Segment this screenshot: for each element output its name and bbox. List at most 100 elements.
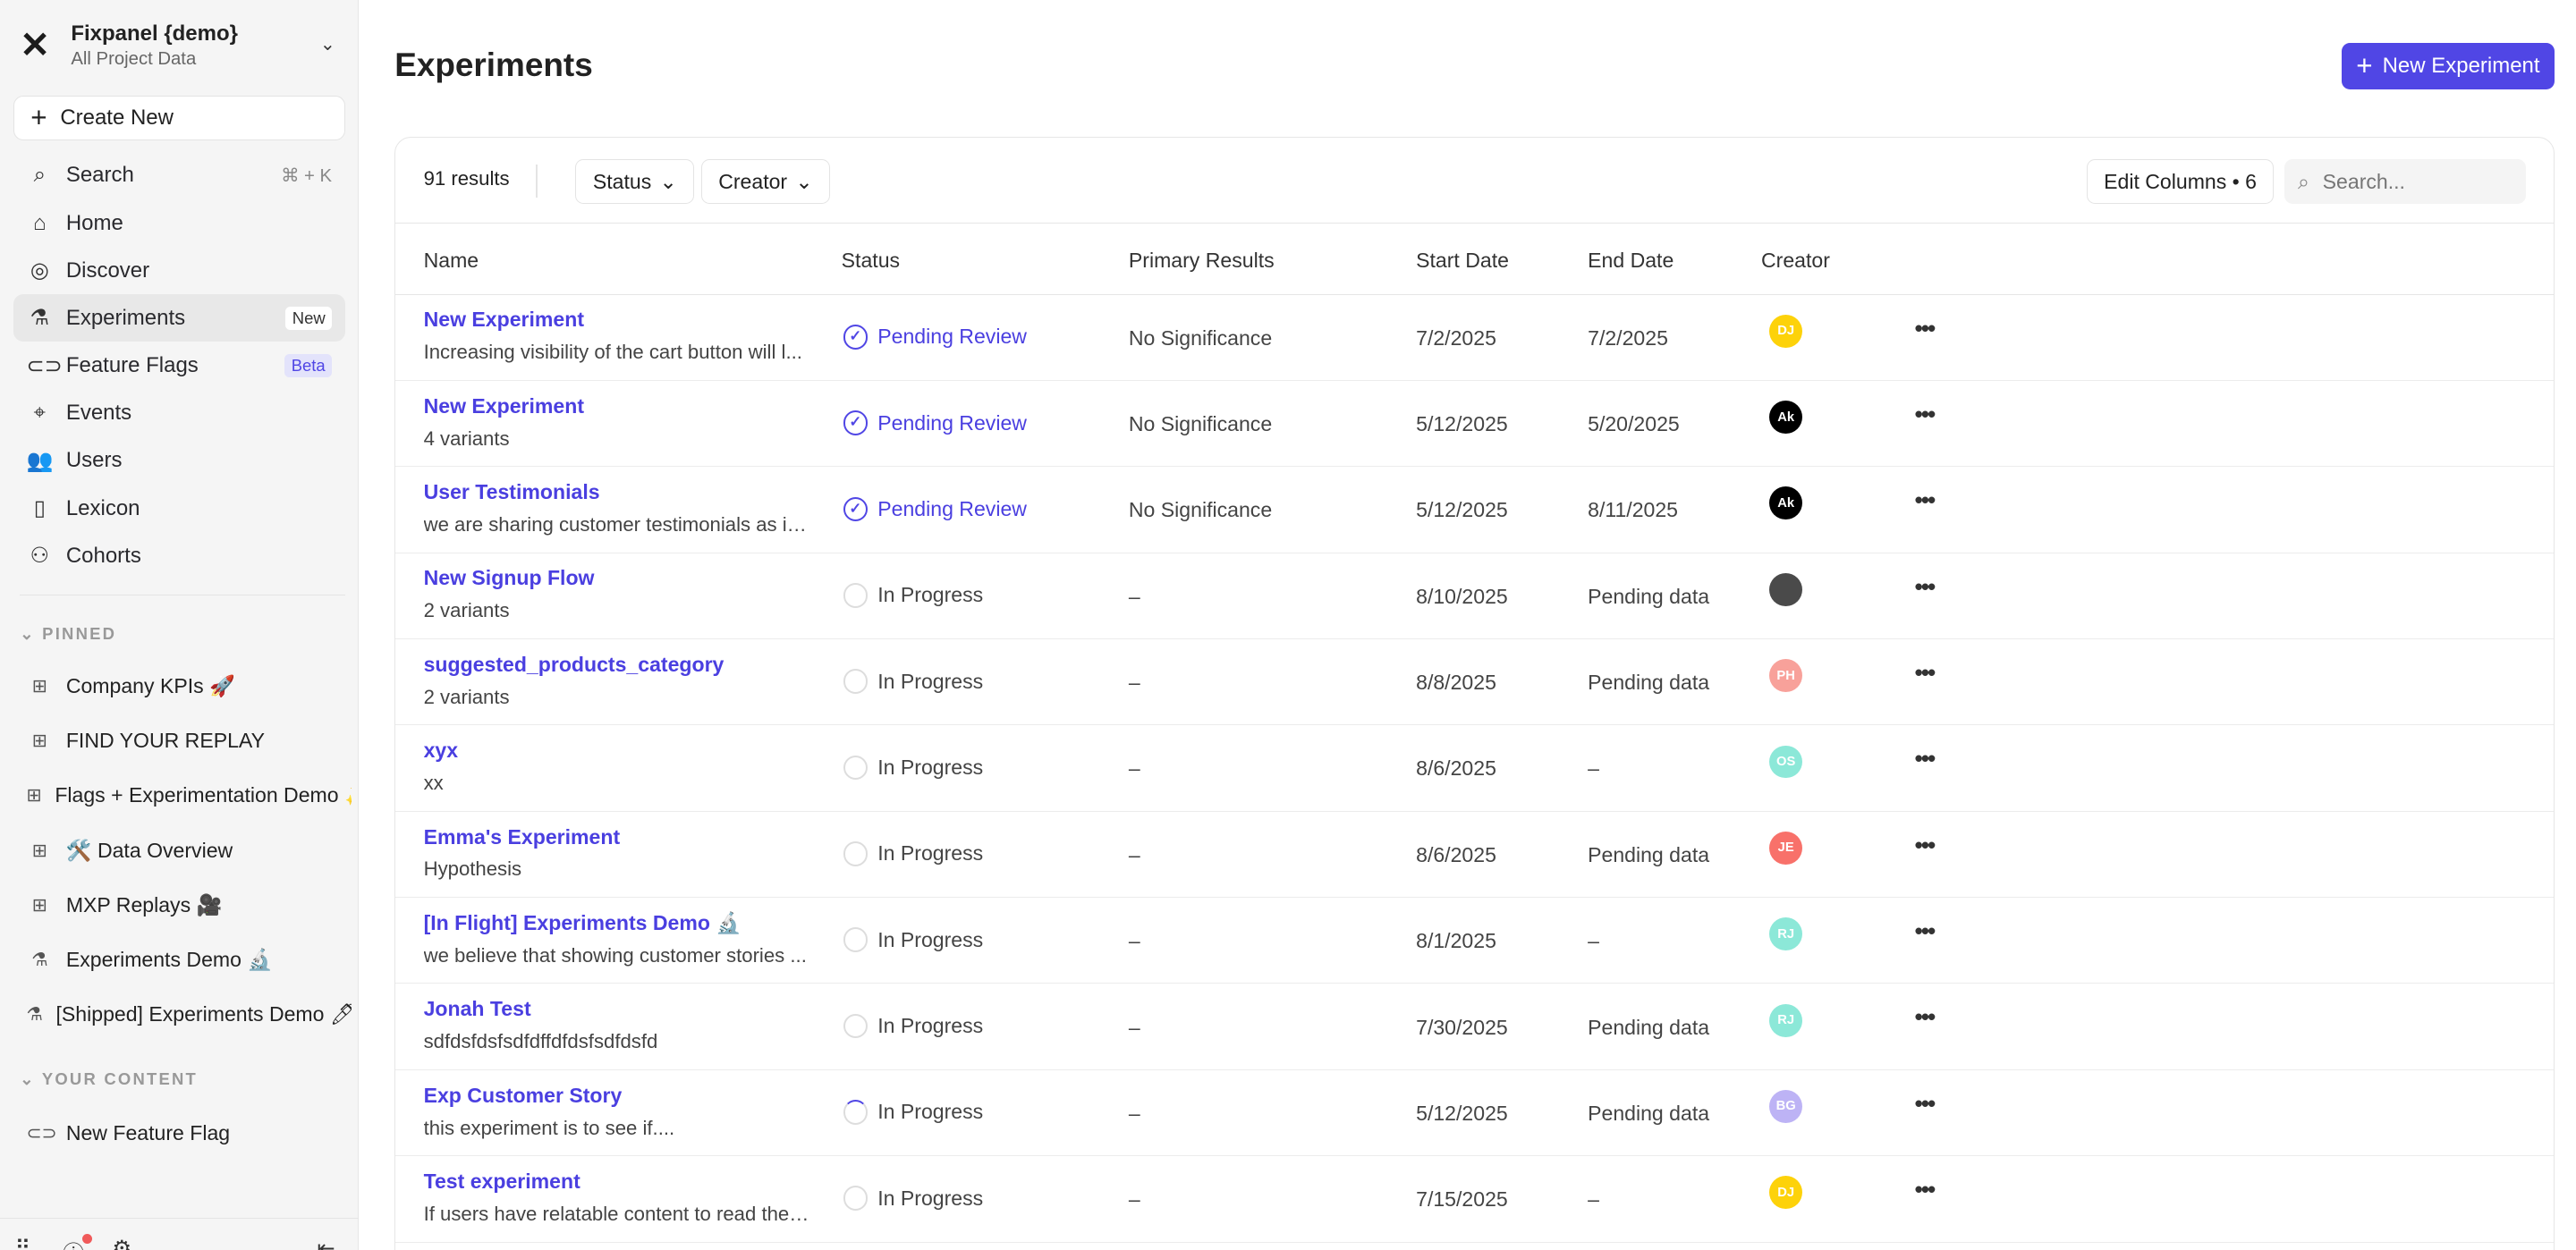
end-date: 5/20/2025: [1588, 412, 1680, 436]
column-header-primary-results[interactable]: Primary Results: [1128, 248, 1275, 272]
experiment-name-link[interactable]: Emma's Experiment: [423, 824, 621, 849]
experiment-name-link[interactable]: New Experiment: [423, 393, 585, 418]
check-circle-icon: ✓: [843, 496, 869, 522]
project-switcher[interactable]: ✕ Fixpanel {demo} All Project Data ⌄: [20, 20, 342, 72]
table-row[interactable]: xyx xx In Progress – 8/6/2025 – OS •••: [395, 725, 2554, 812]
creator-filter[interactable]: Creator ⌄: [700, 159, 831, 205]
search-box[interactable]: ⌕: [2284, 159, 2526, 205]
sidebar-item-label: Lexicon: [65, 495, 140, 520]
table-row[interactable]: Emma's Experiment Hypothesis In Progress – 8…: [395, 812, 2554, 899]
help-icon[interactable]: ⓘ: [63, 1236, 84, 1250]
more-options-icon[interactable]: •••: [1914, 574, 1936, 600]
pinned-item[interactable]: ⊞ 🛠️ Data Overview: [13, 823, 352, 877]
plus-icon: +: [30, 102, 47, 134]
search-input[interactable]: [2322, 169, 2488, 194]
table-row[interactable]: User Testimonials we are sharing customer…: [395, 467, 2554, 553]
table-toolbar: 91 results Status ⌄ Creator ⌄ Edit Columns…: [395, 138, 2554, 224]
empty-circle-icon: [843, 927, 869, 953]
experiment-description: xx: [423, 772, 444, 795]
chevron-down-icon: ⌄: [659, 169, 677, 193]
more-options-icon[interactable]: •••: [1914, 661, 1936, 687]
compass-icon: ◎: [30, 258, 49, 283]
pinned-item[interactable]: ⚗ Experiments Demo 🔬: [13, 933, 352, 987]
empty-circle-icon: [843, 755, 869, 781]
column-header-start-date[interactable]: Start Date: [1416, 248, 1509, 272]
start-date: 5/12/2025: [1416, 1101, 1508, 1125]
more-options-icon[interactable]: •••: [1914, 1178, 1936, 1204]
empty-circle-icon: [843, 840, 869, 866]
logo-icon: ✕: [20, 23, 51, 65]
status-label: Pending Review: [877, 496, 1027, 520]
experiment-name-link[interactable]: Test experiment: [423, 1169, 580, 1193]
pinned-item[interactable]: ⊞ Company KPIs 🚀: [13, 659, 352, 714]
pinned-item-label: MXP Replays 🎥: [65, 892, 223, 916]
more-options-icon[interactable]: •••: [1914, 1005, 1936, 1031]
column-header-creator[interactable]: Creator: [1760, 248, 1830, 272]
more-options-icon[interactable]: •••: [1914, 747, 1936, 773]
more-options-icon[interactable]: •••: [1914, 401, 1936, 427]
table-row[interactable]: [In Flight] Experiments Demo 🔬 we believe…: [395, 898, 2554, 984]
experiment-name-link[interactable]: Exp Customer Story: [423, 1083, 623, 1107]
sidebar-item-feature-flags[interactable]: ⊂⊃ Feature Flags Beta: [13, 342, 345, 389]
experiment-name-link[interactable]: suggested_products_category: [423, 652, 724, 676]
column-header-name[interactable]: Name: [423, 248, 479, 272]
sidebar-item-home[interactable]: ⌂ Home: [13, 199, 345, 247]
sidebar-item-search[interactable]: ⌕ Search ⌘ + K: [13, 152, 345, 199]
pinned-item[interactable]: ⊂⊃ New Feature Flag: [13, 1106, 352, 1161]
primary-results: –: [1128, 1187, 1140, 1212]
status-filter-label: Status: [592, 169, 652, 193]
your-content-section-header[interactable]: ⌄ YOUR CONTENT: [20, 1069, 199, 1089]
pinned-item[interactable]: ⚗ [Shipped] Experiments Demo 🖊: [13, 987, 352, 1042]
table-row[interactable]: New Experiment Increasing visibility of t…: [395, 295, 2554, 381]
pinned-item[interactable]: ⊞ FIND YOUR REPLAY: [13, 714, 352, 768]
creator-filter-label: Creator: [718, 169, 788, 193]
more-options-icon[interactable]: •••: [1914, 919, 1936, 945]
experiment-name-link[interactable]: Jonah Test: [423, 997, 531, 1021]
table-row[interactable]: New Signup Flow 2 variants In Progress – 8/1…: [395, 553, 2554, 640]
table-row[interactable]: New Experiment 4 variants ✓ Pending Review N…: [395, 381, 2554, 468]
avatar: OS: [1769, 745, 1803, 779]
sidebar-item-discover[interactable]: ◎ Discover: [13, 247, 345, 294]
experiment-name-link[interactable]: xyx: [423, 739, 459, 763]
sidebar-item-experiments[interactable]: ⚗ Experiments New: [13, 294, 345, 342]
experiment-name-link[interactable]: [In Flight] Experiments Demo 🔬: [423, 910, 742, 934]
sidebar-item-users[interactable]: 👥 Users: [13, 437, 345, 485]
pinned-item-label: Company KPIs 🚀: [65, 673, 235, 697]
more-options-icon[interactable]: •••: [1914, 316, 1936, 342]
more-options-icon[interactable]: •••: [1914, 832, 1936, 858]
pinned-section-header[interactable]: ⌄ PINNED: [20, 623, 117, 643]
dashboard-icon: ⊞: [26, 786, 42, 807]
avatar: RJ: [1769, 1003, 1803, 1037]
collapse-sidebar-icon[interactable]: ⇤: [317, 1236, 335, 1250]
experiment-name-link[interactable]: New Experiment: [423, 308, 585, 332]
sidebar-item-lexicon[interactable]: ▯ Lexicon: [13, 485, 345, 532]
chevron-down-icon[interactable]: ⌄: [319, 34, 335, 55]
primary-results: –: [1128, 1101, 1140, 1125]
edit-columns-button[interactable]: Edit Columns • 6: [2086, 159, 2275, 205]
column-header-end-date[interactable]: End Date: [1588, 248, 1674, 272]
primary-results: No Significance: [1128, 498, 1273, 522]
sidebar-item-events[interactable]: ⌖ Events: [13, 390, 345, 437]
end-date: Pending data: [1588, 671, 1710, 695]
new-experiment-button[interactable]: + New Experiment: [2341, 42, 2555, 89]
sidebar-footer: ⠿ ⓘ ⚙ ⇤: [0, 1218, 359, 1250]
experiment-name-link[interactable]: User Testimonials: [423, 480, 600, 504]
main-content: Experiments + New Experiment 91 results …: [360, 0, 2576, 1250]
more-options-icon[interactable]: •••: [1914, 488, 1936, 514]
more-options-icon[interactable]: •••: [1914, 1091, 1936, 1117]
sidebar-item-cohorts[interactable]: ⚇ Cohorts: [13, 532, 345, 579]
table-row[interactable]: Test experiment If users have relatable c…: [395, 1156, 2554, 1243]
table-row[interactable]: Jonah Test sdfdsfdsfsdfdffdfdsfsdfdsfd In …: [395, 984, 2554, 1070]
pinned-item[interactable]: ⊞ Flags + Experimentation Demo ✨: [13, 768, 352, 823]
table-row[interactable]: suggested_products_category 2 variants In …: [395, 639, 2554, 726]
apps-grid-icon[interactable]: ⠿: [14, 1236, 31, 1250]
experiment-name-link[interactable]: New Signup Flow: [423, 566, 595, 590]
table-row[interactable]: Exp Customer Story this experiment is to …: [395, 1070, 2554, 1157]
status-filter[interactable]: Status ⌄: [575, 159, 695, 205]
pinned-item[interactable]: ⊞ MXP Replays 🎥: [13, 878, 352, 933]
page-title: Experiments: [394, 46, 593, 83]
cohorts-icon: ⚇: [30, 544, 50, 569]
column-header-status[interactable]: Status: [841, 248, 901, 272]
gear-icon[interactable]: ⚙: [112, 1236, 132, 1250]
create-new-button[interactable]: + Create New: [13, 96, 345, 140]
